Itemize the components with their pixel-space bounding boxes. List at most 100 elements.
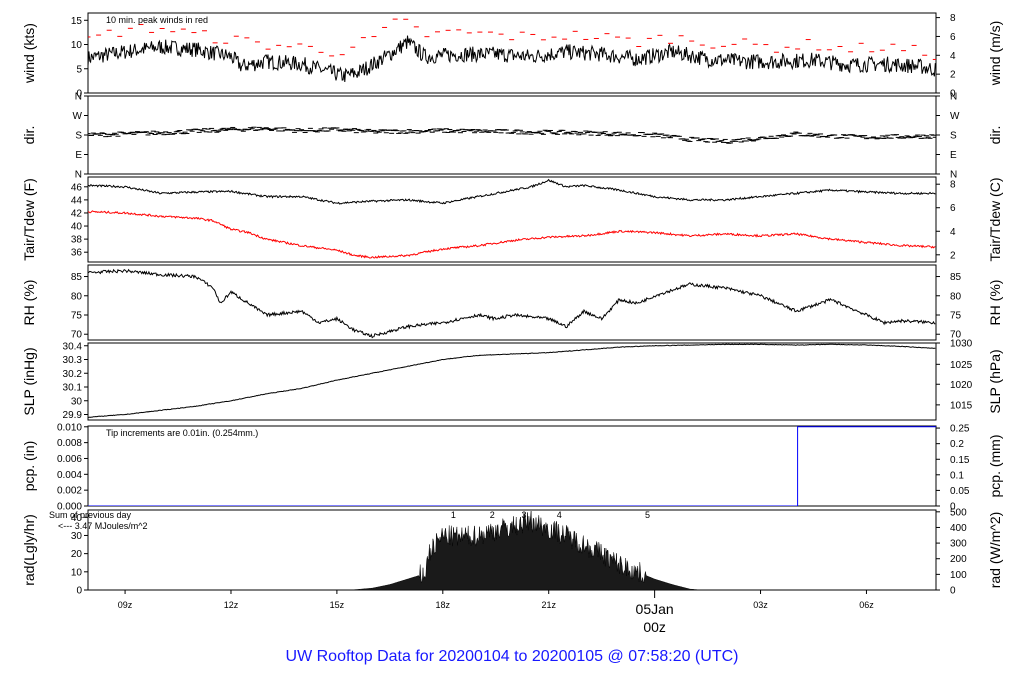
series-line-0 bbox=[88, 35, 936, 83]
left-tick-label: S bbox=[75, 131, 82, 142]
rad-note-line-2: <--- 3.47 MJoules/m^2 bbox=[58, 521, 148, 531]
right-tick-label: 200 bbox=[950, 554, 967, 565]
right-tick-label: 0 bbox=[950, 502, 956, 513]
right-tick-label: 2 bbox=[950, 70, 956, 81]
right-tick-label: 400 bbox=[950, 523, 967, 534]
ylabel-right: dir. bbox=[987, 126, 1003, 145]
ylabel-left: wind (kts) bbox=[21, 23, 37, 84]
ylabel-right: Tair/Tdew (C) bbox=[987, 177, 1003, 261]
panel-frame bbox=[87, 176, 937, 263]
panel-wind: 0 5 10 15 0 2 4 6 8 wind (kts) wind (m/s) 10 min. p… bbox=[21, 12, 1003, 100]
series-group bbox=[88, 18, 936, 83]
left-tick-label: 29.9 bbox=[63, 410, 83, 421]
hour-marker: 2 bbox=[490, 510, 495, 520]
hour-marker: 3 bbox=[521, 510, 526, 520]
right-tick-label: 0.05 bbox=[950, 486, 970, 497]
right-tick-label: W bbox=[950, 111, 960, 122]
time-tick-label: 03z bbox=[753, 600, 768, 610]
panel-slp: 29.9 30 30.1 30.2 30.3 30.4 1015 1020 1025 1030 SL… bbox=[21, 339, 1003, 422]
series-group bbox=[88, 343, 936, 418]
time-tick-label: 06z bbox=[859, 600, 874, 610]
right-tick-label: 1030 bbox=[950, 339, 973, 350]
time-tick-label: 15z bbox=[330, 600, 345, 610]
left-tick-label: 0 bbox=[76, 89, 82, 100]
time-tick-label: 21z bbox=[541, 600, 556, 610]
left-tick-label: 30 bbox=[71, 531, 83, 542]
hour-marker: 1 bbox=[451, 510, 456, 520]
ylabel-right: RH (%) bbox=[987, 280, 1003, 326]
series-group bbox=[88, 268, 936, 339]
right-tick-label: 0.1 bbox=[950, 470, 964, 481]
time-tick-label: 12z bbox=[224, 600, 239, 610]
left-tick-label: 30.2 bbox=[63, 369, 83, 380]
left-tick-label: N bbox=[75, 92, 82, 103]
series-group bbox=[88, 178, 936, 259]
left-tick-label: 10 bbox=[71, 40, 83, 51]
time-tick-label: 09z bbox=[118, 600, 133, 610]
left-tick-label: 40 bbox=[71, 222, 83, 233]
right-tick-label: 0.2 bbox=[950, 439, 964, 450]
series-group bbox=[88, 426, 936, 506]
right-tick-label: 1025 bbox=[950, 360, 973, 371]
left-tick-label: 30.4 bbox=[63, 341, 83, 352]
hour-marker: 4 bbox=[557, 510, 562, 520]
left-tick-label: 30 bbox=[71, 396, 83, 407]
right-tick-label: 6 bbox=[950, 32, 956, 43]
left-tick-label: 70 bbox=[71, 330, 83, 341]
left-tick-label: N bbox=[75, 170, 82, 181]
left-tick-label: W bbox=[73, 111, 83, 122]
left-tick-label: 30.3 bbox=[63, 355, 83, 366]
series-line-0 bbox=[88, 268, 936, 339]
ylabel-left: rad(Lgly/hr) bbox=[21, 514, 37, 586]
series-area-0 bbox=[350, 510, 701, 590]
rad-note-line-1: Sum of previous day bbox=[49, 510, 132, 520]
right-tick-label: 500 bbox=[950, 507, 967, 518]
right-tick-label: 0 bbox=[950, 586, 956, 597]
left-tick-label: 40 bbox=[71, 513, 83, 524]
right-tick-label: 70 bbox=[950, 330, 962, 341]
right-tick-label: 6 bbox=[950, 203, 956, 214]
ylabel-right: SLP (hPa) bbox=[987, 349, 1003, 413]
left-tick-label: 38 bbox=[71, 235, 83, 246]
panel-pcp: 0.000 0.002 0.004 0.006 0.008 0.010 0 0.05 0.1 0.… bbox=[21, 422, 1003, 512]
left-tick-label: 75 bbox=[71, 311, 83, 322]
panel-rh: 70 75 80 85 70 75 80 85 RH (%) RH (%) bbox=[21, 264, 1003, 341]
ylabel-left: pcp. (in) bbox=[21, 441, 37, 492]
right-tick-label: E bbox=[950, 150, 957, 161]
panel-frame bbox=[87, 342, 937, 421]
hour-marker: 5 bbox=[645, 510, 650, 520]
series-group bbox=[88, 126, 936, 144]
left-tick-label: 36 bbox=[71, 248, 83, 259]
right-tick-label: 300 bbox=[950, 539, 967, 550]
series-line-1 bbox=[88, 210, 936, 259]
left-tick-label: 0.004 bbox=[57, 470, 82, 481]
right-tick-label: 8 bbox=[950, 180, 956, 191]
day-marker-sublabel: 00z bbox=[643, 619, 666, 635]
time-axis: 09z 12z 15z 18z 21z 03z 06z 05Jan 00z bbox=[118, 590, 874, 635]
right-tick-label: 2 bbox=[950, 250, 956, 261]
ylabel-right: wind (m/s) bbox=[987, 21, 1003, 87]
ylabel-left: dir. bbox=[21, 126, 37, 145]
ylabel-right: pcp. (mm) bbox=[987, 435, 1003, 498]
left-tick-label: 44 bbox=[71, 195, 83, 206]
left-tick-label: 0.000 bbox=[57, 502, 82, 513]
right-tick-label: 100 bbox=[950, 570, 967, 581]
left-tick-label: 0.006 bbox=[57, 454, 82, 465]
left-tick-label: 0.008 bbox=[57, 438, 82, 449]
footer-title: UW Rooftop Data for 20200104 to 20200105… bbox=[285, 648, 739, 665]
left-tick-label: 0.002 bbox=[57, 486, 82, 497]
right-tick-label: 85 bbox=[950, 272, 962, 283]
panel-frame bbox=[87, 264, 937, 341]
series-line-0 bbox=[88, 178, 936, 205]
series-group bbox=[350, 510, 701, 590]
left-tick-label: 5 bbox=[76, 64, 82, 75]
right-tick-label: 0.25 bbox=[950, 424, 970, 435]
right-tick-label: 1015 bbox=[950, 400, 973, 411]
right-tick-label: 4 bbox=[950, 51, 956, 62]
right-tick-label: 0 bbox=[950, 89, 956, 100]
panel-frame bbox=[87, 425, 937, 507]
right-tick-label: S bbox=[950, 131, 957, 142]
right-tick-label: 8 bbox=[950, 13, 956, 24]
